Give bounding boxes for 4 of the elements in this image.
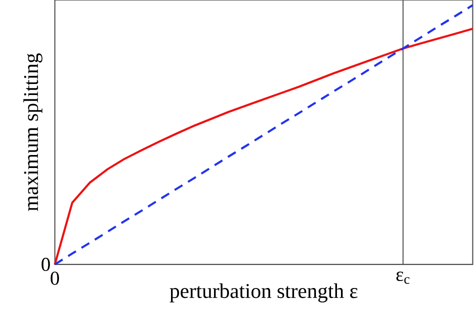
text: 0 xyxy=(42,258,50,271)
x-tick-label: ε$_{c}$ xyxy=(396,272,410,284)
x-axis-title: perturbation strength ε xyxy=(170,283,358,302)
y-axis-title: maximum splitting xyxy=(23,53,42,211)
